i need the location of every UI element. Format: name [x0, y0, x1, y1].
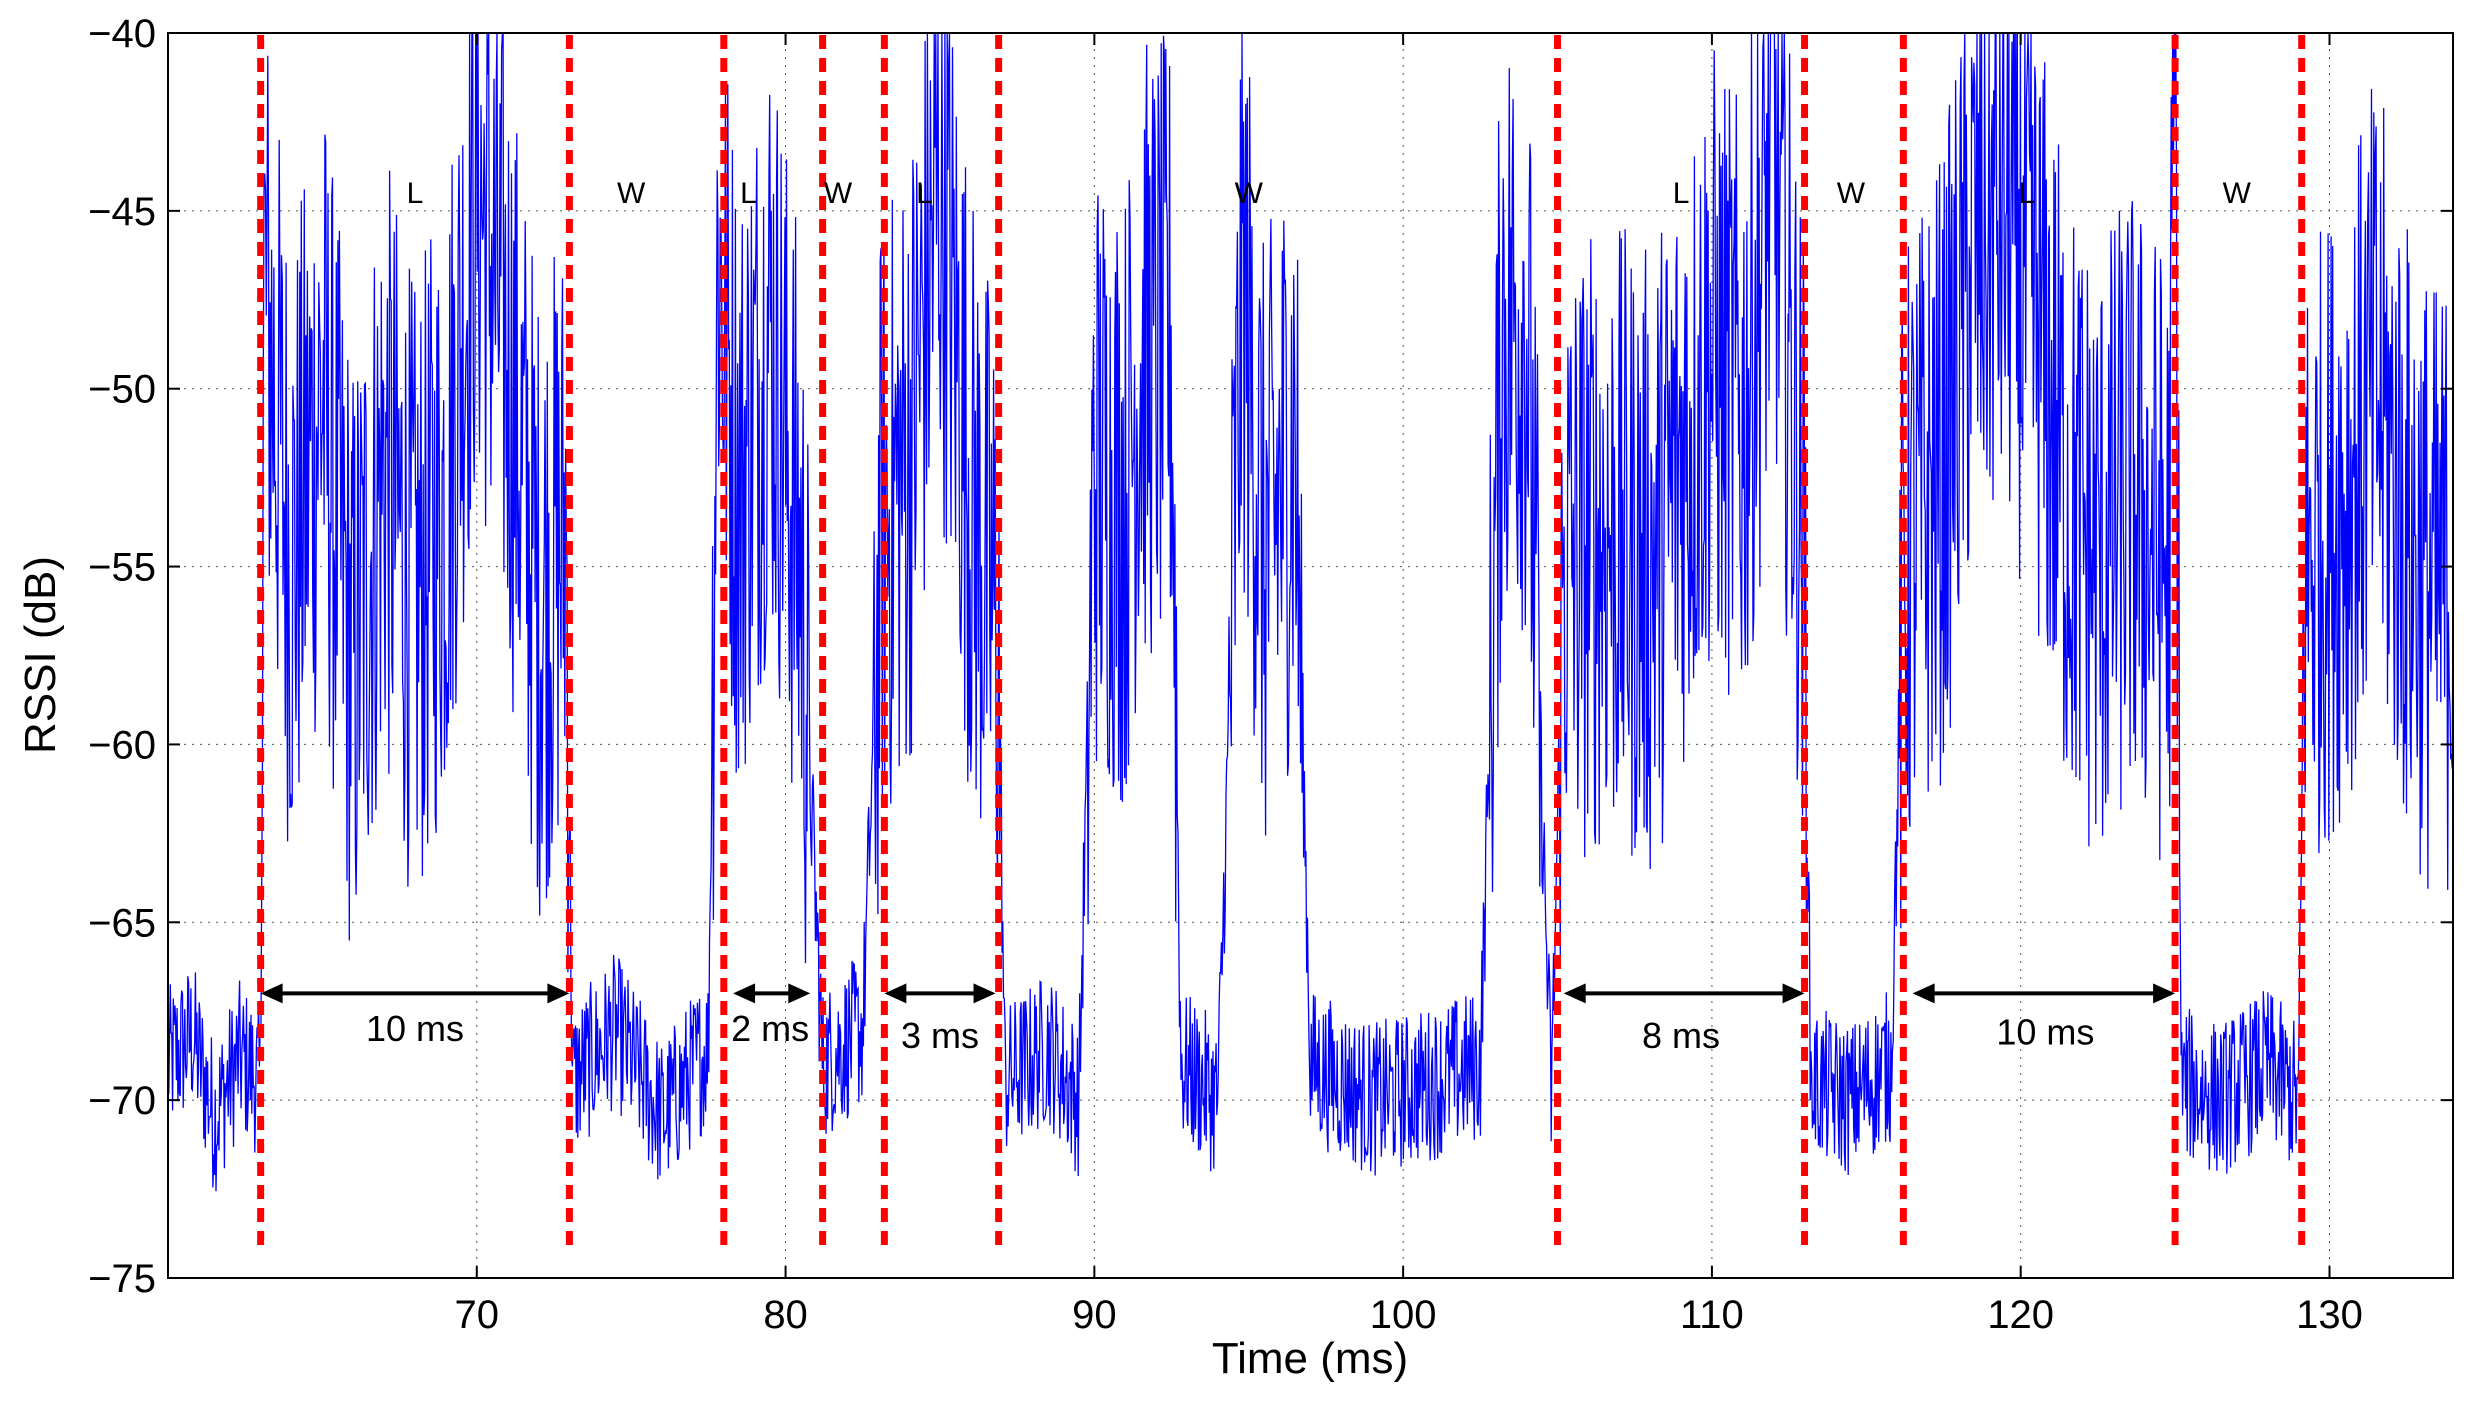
duration-arrow-head-left — [1912, 983, 1935, 1004]
duration-arrow-head-left — [733, 983, 756, 1004]
x-tick-label: 90 — [1072, 1293, 1117, 1337]
x-tick-label: 100 — [1370, 1293, 1437, 1337]
duration-arrow-head-left — [1563, 983, 1586, 1004]
segment-label: L — [740, 177, 757, 210]
x-tick-label: 130 — [2296, 1293, 2363, 1337]
y-tick-label: −50 — [88, 368, 156, 412]
duration-arrow-head-right — [2153, 983, 2176, 1004]
segment-label: W — [824, 177, 853, 210]
plot-frame — [167, 32, 2454, 1279]
segment-label: W — [617, 177, 646, 210]
y-axis-title: RSSI (dB) — [16, 556, 65, 754]
x-tick-label: 70 — [455, 1293, 500, 1337]
duration-label: 10 ms — [1996, 1012, 2094, 1053]
duration-arrow-head-left — [260, 983, 283, 1004]
rssi-line — [167, 32, 2454, 1192]
duration-label: 10 ms — [366, 1008, 464, 1049]
duration-arrow-head-right — [1782, 983, 1805, 1004]
duration-arrow-head-right — [973, 983, 996, 1004]
axis-ticks: 70 80 90 100 110 120 130 −75 −70 −65 −60 −55 −50 −45 −… — [88, 12, 2453, 1337]
duration-label: 2 ms — [731, 1008, 809, 1049]
segment-label: L — [1673, 177, 1690, 210]
y-tick-label: −60 — [88, 723, 156, 767]
x-tick-label: 120 — [1987, 1293, 2054, 1337]
segment-label: W — [1235, 177, 1264, 210]
segment-label: W — [2223, 177, 2252, 210]
duration-arrow-head-left — [884, 983, 907, 1004]
y-tick-label: −65 — [88, 901, 156, 945]
segment-label: L — [407, 177, 424, 210]
x-tick-label: 110 — [1680, 1293, 1744, 1337]
boundary-markers — [257, 35, 2306, 1253]
y-tick-label: −75 — [88, 1257, 156, 1301]
duration-label: 8 ms — [1642, 1015, 1720, 1056]
y-tick-label: −55 — [88, 546, 156, 590]
segment-label: W — [1837, 177, 1866, 210]
x-axis-title: Time (ms) — [1212, 1334, 1408, 1383]
duration-arrows: 10 ms 2 ms 3 ms 8 ms 10 ms — [260, 983, 2176, 1056]
y-tick-label: −45 — [88, 190, 156, 234]
rssi-series — [167, 32, 2454, 1192]
duration-label: 3 ms — [901, 1015, 979, 1056]
segment-label: L — [916, 177, 933, 210]
y-tick-label: −40 — [88, 12, 156, 56]
x-tick-label: 80 — [763, 1293, 808, 1337]
duration-arrow-head-right — [788, 983, 811, 1004]
segment-label: L — [2019, 177, 2036, 210]
duration-arrow-head-right — [547, 983, 570, 1004]
y-tick-label: −70 — [88, 1079, 156, 1123]
